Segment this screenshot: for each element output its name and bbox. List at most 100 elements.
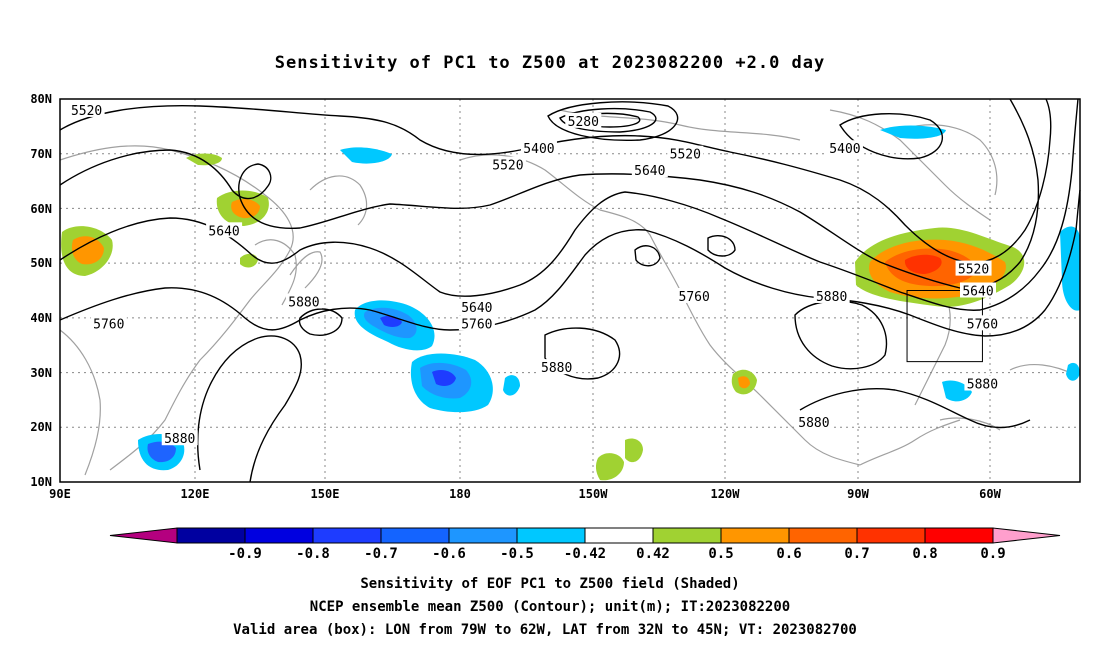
colorbar: -0.9 -0.8 -0.7 -0.6 -0.5 -0.42 0.42 0.5 0.6 0.7 0.… (109, 527, 1061, 562)
lat-tick-70n: 70N (30, 147, 52, 161)
contour-label-bg (68, 101, 105, 117)
bering-coast (459, 154, 601, 211)
colorbar-tick-label: 0.8 (912, 546, 937, 562)
contour-label-text: 5760 (679, 290, 710, 305)
contour-small-cell-1 (634, 245, 661, 267)
lon-tick-150w: 150W (579, 487, 609, 501)
colorbar-segment (244, 527, 314, 544)
contour-label-bg (667, 145, 704, 161)
contour-label-bg (960, 282, 996, 298)
contour-label-bg (964, 315, 1001, 331)
contour-label-bg (955, 260, 992, 276)
contour-label: 5520 (68, 101, 105, 119)
contour-label-text: 5400 (829, 142, 860, 157)
kamchatka-coast (309, 175, 368, 226)
colorbar-tick-label: 0.6 (776, 546, 801, 562)
shade-atlantic-lightblue (1060, 226, 1080, 311)
greenland-coast (899, 124, 998, 196)
contour-label-text: 5760 (967, 317, 998, 332)
lat-axis: 80N 70N 60N 50N 40N 30N 20N 10N (30, 92, 52, 489)
contour-label-bg (538, 359, 575, 375)
lon-tick-90e: 90E (49, 487, 71, 501)
lat-tick-30n: 30N (30, 366, 52, 380)
shade-arctic-lightblue (340, 147, 392, 164)
lat-tick-20n: 20N (30, 420, 52, 434)
shade-mexico-orange (738, 376, 750, 389)
contour-label-text: 5880 (816, 290, 847, 305)
colorbar-tick-label: 0.5 (708, 546, 733, 562)
contour-label-text: 5880 (967, 378, 998, 393)
contour-label: 5280 (565, 112, 602, 130)
contour-label-bg (631, 162, 668, 178)
contour-label: 5760 (964, 315, 1001, 332)
shade-subtropics-green (595, 453, 624, 481)
colorbar-high-extension (992, 527, 1061, 544)
lon-tick-60w: 60W (979, 487, 1001, 501)
shade-siberia-orange (71, 236, 104, 265)
lon-tick-180: 180 (449, 487, 471, 501)
contour-label-bg (90, 315, 127, 331)
colorbar-tick-label: -0.9 (228, 546, 262, 562)
contour-label-bg (161, 430, 198, 446)
contour-label-text: 5880 (164, 432, 195, 447)
lat-tick-80n: 80N (30, 92, 52, 106)
contour-label: 5520 (489, 156, 526, 174)
contour-label-bg (458, 315, 495, 331)
contour-label: 5880 (161, 430, 198, 447)
colorbar-segment (312, 527, 382, 544)
lon-axis: 90E 120E 150E 180 150W 120W 90W 60W (49, 487, 1001, 501)
lon-tick-120w: 120W (711, 487, 741, 501)
contour-label-text: 5400 (523, 142, 554, 157)
colorbar-segment (380, 527, 450, 544)
caption-line-2: NCEP ensemble mean Z500 (Contour); unit(… (310, 599, 790, 615)
contour-label: 5520 (955, 260, 992, 278)
contour-label: 5640 (206, 222, 243, 239)
colorbar-segment (720, 527, 790, 544)
contour-label-text: 5880 (798, 416, 829, 431)
contour-label: 5880 (285, 293, 322, 310)
contour-label: 5760 (676, 287, 713, 305)
colorbar-segment (788, 527, 858, 544)
contour-label-bg (206, 222, 243, 238)
colorbar-segment (652, 527, 722, 544)
contour-label-text: 5880 (541, 361, 572, 376)
contour-5280-outer (559, 107, 657, 133)
contour-5520 (59, 98, 1052, 264)
contour-label-bg (489, 156, 526, 172)
colorbar-tick-label: -0.8 (296, 546, 330, 562)
colorbar-segment (516, 527, 586, 544)
caption-line-1: Sensitivity of EOF PC1 to Z500 field (Sh… (360, 576, 739, 592)
central-america-coast (859, 419, 961, 466)
contour-label: 5400 (826, 140, 863, 157)
contour-label-text: 5880 (288, 295, 319, 310)
contour-label-text: 5640 (208, 224, 239, 239)
contour-label-bg (676, 287, 713, 303)
contour-label: 5880 (813, 287, 850, 305)
colorbar-segment (856, 527, 926, 544)
contour-5880-japan-cell (298, 308, 343, 336)
contour-label: 5760 (90, 315, 127, 332)
colorbar-tick-label: -0.6 (432, 546, 466, 562)
contour-label-text: 5520 (492, 159, 523, 174)
colorbar-tick-label: -0.42 (564, 546, 606, 562)
shade-japan-green (240, 253, 258, 268)
lat-tick-10n: 10N (30, 475, 52, 489)
figure-title: Sensitivity of PC1 to Z500 at 2023082200… (275, 53, 826, 73)
contour-label: 5640 (631, 162, 668, 179)
colorbar-low-extension (109, 527, 178, 544)
contour-label-text: 5520 (670, 148, 701, 163)
colorbar-tick-label: -0.7 (364, 546, 398, 562)
contour-label: 5880 (964, 375, 1001, 393)
colorbar-tick-label: 0.42 (636, 546, 670, 562)
lon-tick-120e: 120E (181, 487, 210, 501)
contour-label-text: 5640 (962, 285, 993, 300)
contour-label-bg (520, 140, 557, 156)
colorbar-segment (584, 527, 654, 544)
contour-label-bg (826, 140, 863, 156)
map-frame (59, 98, 1081, 483)
contour-label-text: 5640 (634, 164, 665, 179)
contour-label-bg (458, 298, 495, 314)
colorbar-tick-label: 0.7 (844, 546, 869, 562)
